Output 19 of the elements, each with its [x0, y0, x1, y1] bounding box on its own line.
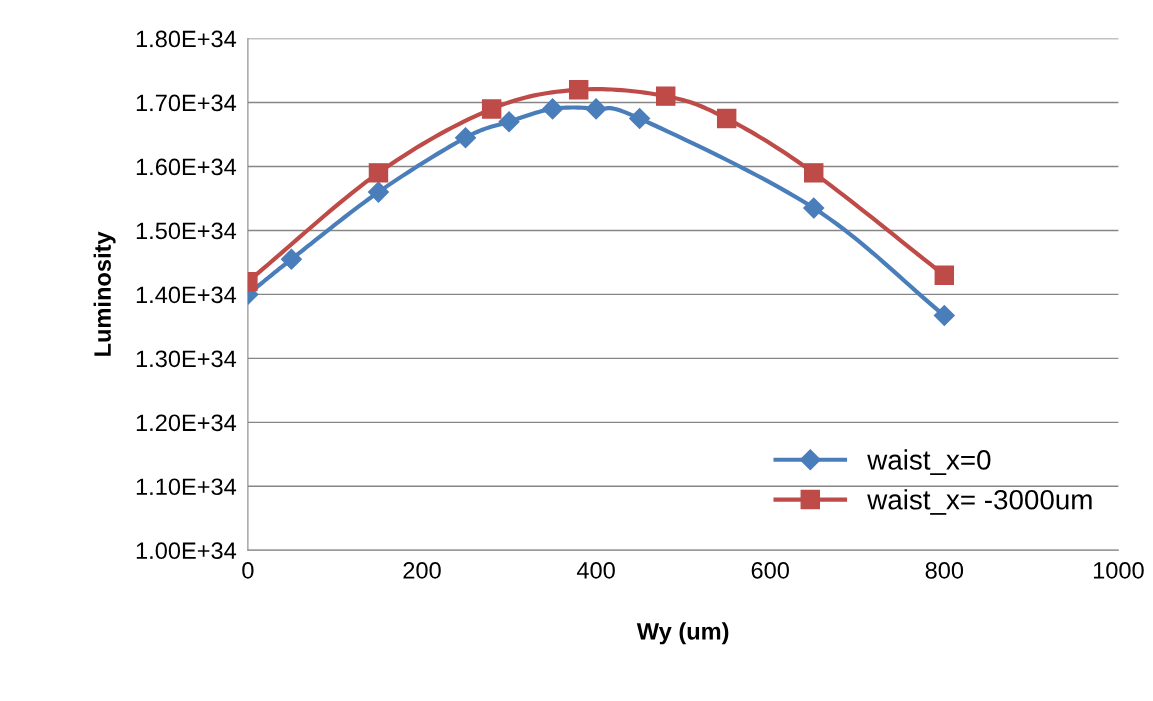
y-tick-label: 1.30E+34: [136, 350, 237, 368]
legend-label: waist_x=0: [867, 449, 991, 476]
y-tick-label: 1.10E+34: [136, 478, 237, 496]
x-tick-label: 800: [925, 562, 964, 579]
x-tick-label: 600: [751, 562, 789, 579]
legend-label: waist_x= -3000um: [867, 489, 1092, 515]
y-tick-label: 1.40E+34: [136, 286, 237, 304]
x-tick-label: 0: [242, 562, 254, 579]
x-tick-label: 400: [576, 562, 615, 579]
x-tick-label: 1000: [1093, 562, 1144, 579]
x-axis-title: Wy (um): [636, 622, 729, 645]
y-tick-label: 1.00E+34: [136, 542, 237, 560]
y-tick-label: 1.50E+34: [136, 222, 237, 240]
y-tick-label: 1.80E+34: [136, 30, 237, 48]
y-tick-label: 1.20E+34: [136, 414, 237, 432]
y-tick-label: 1.60E+34: [136, 158, 237, 176]
y-tick-label: 1.70E+34: [136, 94, 237, 112]
y-axis-title: Luminosity: [93, 231, 116, 356]
x-tick-label: 200: [403, 562, 441, 579]
